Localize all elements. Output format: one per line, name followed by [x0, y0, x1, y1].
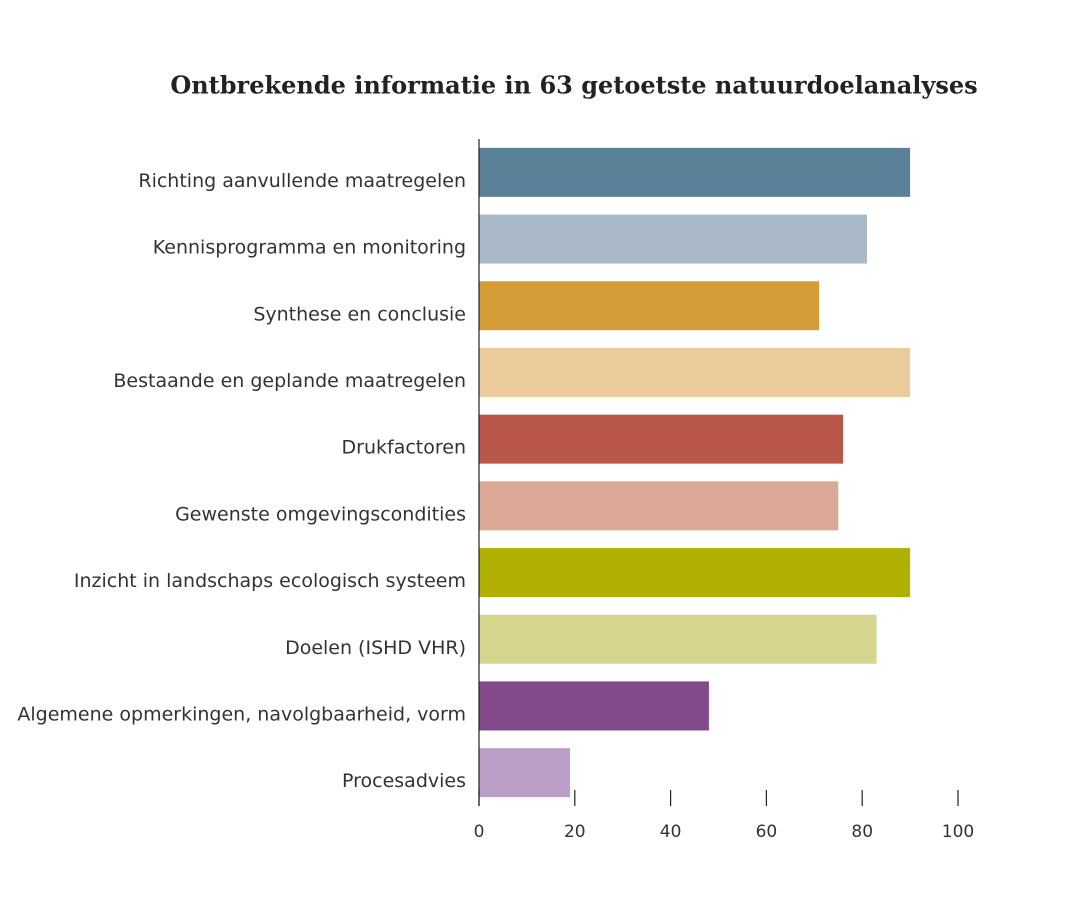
y-tick-label: Algemene opmerkingen, navolgbaarheid, vo… — [17, 703, 466, 725]
bar — [479, 214, 867, 264]
y-tick-label: Drukfactoren — [342, 437, 466, 459]
bar — [479, 614, 877, 664]
chart-title: Ontbrekende informatie in 63 getoetste n… — [170, 71, 977, 100]
bar — [479, 681, 709, 731]
y-tick-label: Synthese en conclusie — [253, 303, 466, 325]
bar — [479, 147, 911, 197]
y-tick-label: Bestaande en geplande maatregelen — [113, 370, 466, 392]
x-tick-label: 100 — [942, 822, 974, 842]
y-tick-label: Richting aanvullende maatregelen — [138, 170, 466, 192]
y-tick-label: Doelen (ISHD VHR) — [285, 637, 466, 659]
x-tick-label: 40 — [660, 822, 682, 842]
bar — [479, 748, 571, 798]
bar — [479, 414, 844, 464]
x-tick-label: 60 — [756, 822, 778, 842]
bar — [479, 548, 911, 598]
x-tick-label: 80 — [851, 822, 873, 842]
bar — [479, 347, 911, 397]
y-tick-label: Kennisprogramma en monitoring — [153, 237, 466, 259]
x-tick-label: 0 — [474, 822, 485, 842]
y-tick-label: Inzicht in landschaps ecologisch systeem — [74, 570, 466, 592]
x-tick-label: 20 — [564, 822, 586, 842]
bar — [479, 281, 820, 331]
y-tick-label: Procesadvies — [342, 770, 466, 792]
bar — [479, 481, 839, 531]
y-tick-label: Gewenste omgevingscondities — [175, 503, 466, 525]
